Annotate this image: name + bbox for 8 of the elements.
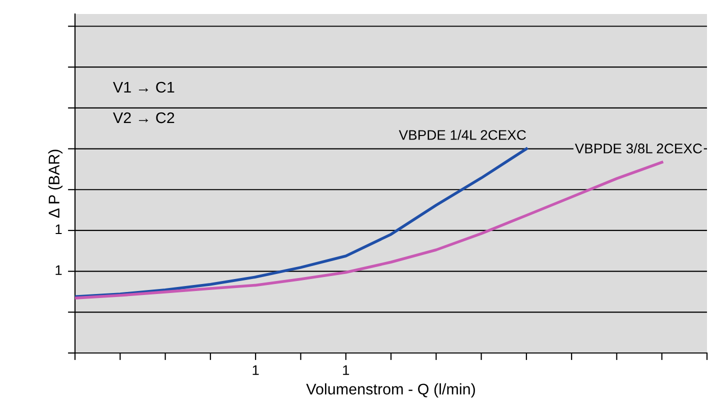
series-label: VBPDE 1/4L 2CEXC [398, 130, 526, 140]
text: 1 [56, 265, 62, 275]
text: V2 → C2 [112, 112, 174, 124]
x-axis-title: Volumenstrom - Q (l/min) [306, 383, 475, 398]
text: 1 [56, 224, 62, 234]
text: V1 → C1 [112, 82, 174, 93]
y-axis-title: Δ P (BAR) [48, 150, 62, 218]
series-label: VBPDE 3/8L 2CEXC [574, 143, 702, 154]
